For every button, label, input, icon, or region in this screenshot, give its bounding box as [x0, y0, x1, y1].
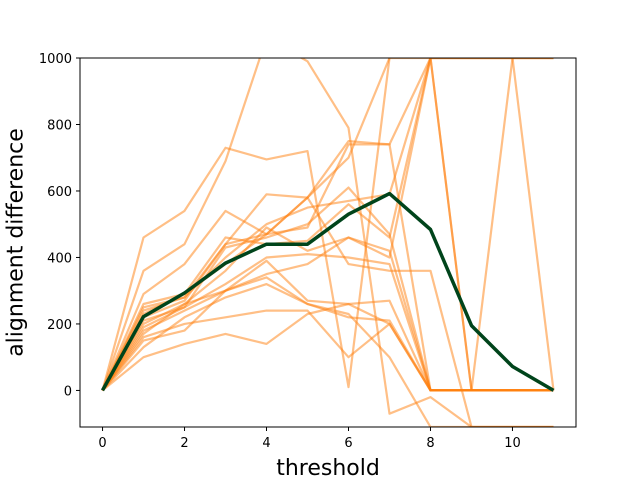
y-tick-label: 800	[47, 118, 72, 133]
x-tick-label: 6	[344, 436, 352, 451]
series-line-2	[101, 58, 554, 427]
x-axis-label: threshold	[276, 456, 380, 480]
series-line-1	[101, 58, 554, 391]
mean-series-line	[100, 191, 555, 392]
y-tick-label: 200	[47, 318, 72, 333]
y-axis-label: alignment difference	[4, 128, 29, 357]
x-tick-label: 4	[262, 436, 270, 451]
y-tick-label: 1000	[39, 52, 72, 67]
series-line-3	[101, 58, 391, 391]
plot-frame	[79, 57, 577, 428]
series-line-14	[101, 309, 554, 392]
series-line-12	[101, 58, 555, 392]
y-tick-label: 0	[64, 384, 72, 399]
y-tick-label: 600	[47, 185, 72, 200]
x-tick-label: 8	[426, 436, 434, 451]
series-layer	[101, 58, 555, 427]
series-line-17	[101, 299, 554, 392]
y-tick-label: 400	[47, 251, 72, 266]
mean-series-layer	[100, 191, 555, 392]
x-tick-label: 10	[504, 436, 521, 451]
x-tick-label: 0	[98, 436, 106, 451]
y-axis-ticks: 0 200 400 600 800 1000	[39, 52, 80, 399]
x-axis-ticks: 0 2 4 6 8 10	[98, 427, 521, 451]
x-tick-label: 2	[180, 436, 188, 451]
